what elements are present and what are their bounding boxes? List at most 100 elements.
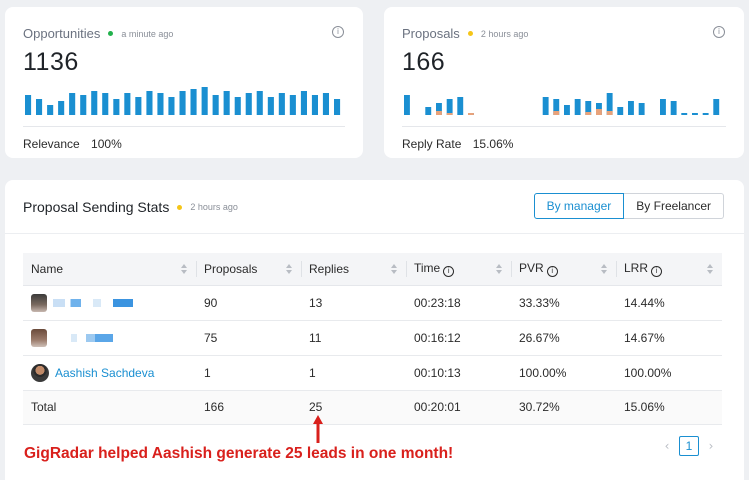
table-row[interactable]: Aashish Sachdeva 1 1 00:10:13 100.00% 10…: [23, 355, 722, 391]
spark-bar: [585, 101, 592, 115]
column-pvr-label: PVR: [519, 260, 544, 275]
by-manager-button[interactable]: By manager: [533, 193, 625, 219]
spark-bar-secondary: [468, 113, 474, 115]
column-name-label: Name: [31, 261, 64, 276]
column-proposals[interactable]: Proposals: [196, 253, 301, 286]
redacted-name: [53, 298, 133, 307]
row-name: Aashish Sachdeva: [23, 355, 196, 391]
sort-icon[interactable]: [180, 263, 188, 275]
opportunities-card: Opportunities a minute ago i 1136 Releva…: [5, 7, 363, 158]
table-total-row: Total 166 25 00:20:01 30.72% 15.06%: [23, 390, 722, 425]
column-replies[interactable]: Replies: [301, 253, 406, 286]
page-current[interactable]: 1: [679, 436, 699, 456]
row-name: [23, 285, 196, 321]
spark-bar: [47, 105, 54, 115]
opportunities-sparkline: [25, 87, 341, 115]
row-replies: 1: [301, 355, 406, 391]
spark-bar: [617, 107, 624, 115]
spark-bar-secondary: [606, 111, 613, 115]
relevance-value: 100%: [91, 137, 122, 151]
relevance-metric: Relevance 100%: [23, 137, 122, 151]
table-row[interactable]: 90 13 00:23:18 33.33% 14.44%: [23, 285, 722, 321]
spark-bar: [628, 101, 634, 115]
info-icon[interactable]: i: [443, 265, 455, 277]
sort-icon[interactable]: [285, 263, 293, 275]
sort-icon[interactable]: [390, 263, 398, 275]
spark-bar-secondary: [436, 111, 442, 115]
row-time: 00:16:12: [406, 320, 511, 356]
row-lrr: 100.00%: [616, 355, 722, 391]
spark-bar: [190, 89, 197, 115]
spark-bar: [91, 91, 98, 115]
spark-bar: [702, 113, 709, 115]
spark-bar: [234, 97, 241, 115]
stats-status-dot: [177, 204, 183, 210]
stats-header: Proposal Sending Stats 2 hours ago: [23, 199, 238, 215]
sort-icon[interactable]: [706, 263, 714, 275]
avatar: [31, 293, 47, 312]
column-time[interactable]: Time i: [406, 253, 511, 286]
spark-bar: [212, 95, 219, 115]
spark-bar: [201, 87, 208, 115]
chevron-left-icon[interactable]: ‹: [664, 439, 670, 453]
info-icon[interactable]: i: [651, 265, 663, 277]
sort-icon[interactable]: [495, 263, 503, 275]
row-replies: 13: [301, 285, 406, 321]
row-lrr: 14.44%: [616, 285, 722, 321]
column-replies-label: Replies: [309, 261, 350, 276]
column-pvr[interactable]: PVR i: [511, 253, 616, 286]
spark-bar: [311, 95, 318, 115]
spark-bar: [574, 99, 581, 115]
row-proposals: 75: [196, 320, 301, 356]
spark-bar: [58, 101, 65, 115]
spark-bar: [278, 93, 285, 115]
spark-bar: [179, 91, 186, 115]
total-pvr: 30.72%: [511, 390, 616, 425]
pagination: ‹ 1 ›: [659, 436, 719, 456]
info-icon[interactable]: i: [332, 26, 344, 38]
spark-bar: [157, 93, 164, 115]
spark-bar: [606, 93, 613, 115]
total-time: 00:20:01: [406, 390, 511, 425]
sort-icon[interactable]: [600, 263, 608, 275]
spark-bar: [404, 95, 410, 115]
spark-bar: [289, 95, 296, 115]
column-name[interactable]: Name: [23, 253, 196, 286]
total-proposals: 166: [196, 390, 301, 425]
spark-bar: [80, 95, 87, 115]
redacted-name: [53, 333, 113, 342]
row-time: 00:10:13: [406, 355, 511, 391]
row-proposals: 90: [196, 285, 301, 321]
proposals-card: Proposals 2 hours ago i 166 Reply Rate 1…: [384, 7, 744, 158]
chevron-right-icon[interactable]: ›: [708, 439, 714, 453]
spark-bar: [168, 97, 175, 115]
column-lrr[interactable]: LRR i: [616, 253, 722, 286]
relevance-label: Relevance: [23, 137, 80, 151]
spark-bar: [713, 99, 720, 115]
freelancer-name-link[interactable]: Aashish Sachdeva: [55, 365, 155, 380]
table-row[interactable]: 75 11 00:16:12 26.67% 14.67%: [23, 320, 722, 356]
spark-bar-secondary: [585, 112, 592, 115]
stats-title: Proposal Sending Stats: [23, 199, 170, 215]
spark-bar: [322, 93, 329, 115]
row-proposals: 1: [196, 355, 301, 391]
by-freelancer-button[interactable]: By Freelancer: [624, 193, 724, 219]
spark-bar: [446, 99, 453, 115]
spark-bar: [113, 99, 120, 115]
column-lrr-label: LRR: [624, 260, 649, 275]
reply-rate-metric: Reply Rate 15.06%: [402, 137, 513, 151]
opportunities-status-dot: [108, 31, 114, 36]
spark-bar: [102, 93, 109, 115]
info-icon[interactable]: i: [546, 265, 558, 277]
proposals-sparkline: [404, 93, 720, 115]
row-name: [23, 320, 196, 356]
info-icon[interactable]: i: [713, 26, 725, 38]
annotation-text: GigRadar helped Aashish generate 25 lead…: [24, 445, 454, 462]
spark-bar-secondary: [596, 109, 602, 115]
spark-bar: [36, 99, 43, 115]
row-pvr: 33.33%: [511, 285, 616, 321]
spark-bar: [146, 91, 153, 115]
spark-bar: [457, 97, 464, 115]
spark-bar: [436, 103, 442, 115]
divider: [23, 126, 345, 127]
